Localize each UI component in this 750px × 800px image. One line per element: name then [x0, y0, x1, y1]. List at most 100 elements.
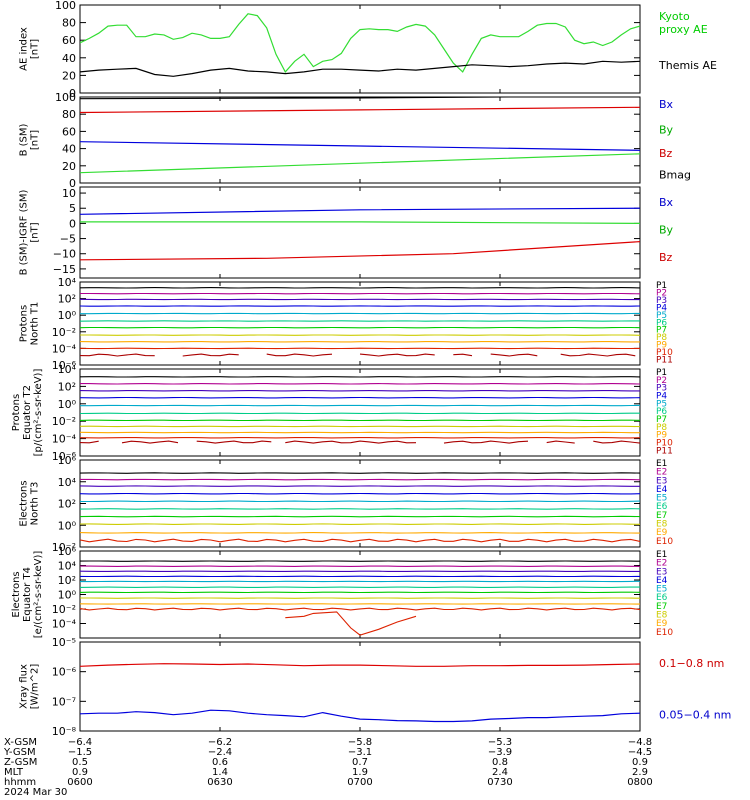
y-tick-label: 10⁻⁶ — [52, 359, 77, 372]
y-axis-label: Protons — [19, 305, 30, 342]
y-tick-label: 10⁻⁸ — [52, 725, 77, 738]
legend-e6: E6 — [656, 502, 668, 512]
ephemeris-row-label: MLT — [4, 767, 24, 778]
legend-kyoto-proxy-ae: proxy AE — [659, 23, 708, 36]
y-tick-label: 100 — [55, 0, 76, 12]
y-tick-label: 40 — [62, 143, 76, 156]
y-tick-label: 10⁰ — [58, 589, 77, 602]
y-axis-label: B (SM)-IGRF (SM) — [19, 190, 30, 276]
channel-line-p11 — [121, 440, 179, 444]
ephemeris-value: −4.8 — [628, 737, 652, 748]
legend-p5: P5 — [656, 311, 667, 321]
legend-e10: E10 — [656, 628, 673, 638]
ephemeris-value: 0600 — [67, 777, 92, 788]
y-tick-label: 10⁻⁴ — [52, 618, 77, 631]
series-line-bz — [80, 106, 640, 114]
y-tick-label: 10⁴ — [58, 276, 77, 289]
y-tick-label: 40 — [62, 52, 76, 65]
y-tick-label: 10⁰ — [58, 398, 77, 411]
channel-line-e6 — [80, 508, 640, 510]
channel-line-e9 — [80, 532, 640, 534]
panel-frame — [79, 4, 641, 94]
ephemeris-value: 0.9 — [72, 767, 88, 778]
panel-series — [80, 97, 640, 174]
series-line-0-1-0-8-nm — [80, 663, 640, 667]
ephemeris-row-label: X-GSM — [4, 737, 37, 748]
legend-bx: Bx — [659, 196, 674, 209]
panel-series — [80, 560, 640, 636]
legend-e1: E1 — [656, 459, 667, 469]
panel-series — [80, 376, 640, 444]
legend-e9: E9 — [656, 528, 668, 538]
y-tick-label: 10⁻⁶ — [52, 666, 77, 679]
legend-p7: P7 — [656, 326, 667, 336]
legend-bmag: Bmag — [659, 168, 691, 181]
y-tick-label: 10⁰ — [58, 309, 77, 322]
y-tick-label: 100 — [55, 91, 76, 104]
ephemeris-value: 0800 — [627, 777, 652, 788]
channel-line-e1 — [80, 472, 640, 474]
legend-bz: Bz — [659, 147, 673, 160]
y-tick-label: −5 — [60, 233, 76, 246]
y-tick-label: −15 — [53, 263, 76, 276]
legend-p8: P8 — [656, 423, 667, 433]
legend-p4: P4 — [656, 303, 667, 313]
panel-xray: 10⁻⁸ 10⁻⁷ 10⁻⁶ 10⁻⁵ Xray flux [W/m^2] 0.1−0.8 … — [19, 636, 732, 738]
channel-line-p11 — [453, 353, 473, 357]
series-line-bx — [80, 141, 640, 151]
y-tick-label: 10⁶ — [58, 454, 77, 467]
channel-line-p11 — [359, 353, 435, 357]
ephemeris-value: −3.9 — [488, 747, 512, 758]
channel-line-p11 — [266, 353, 333, 357]
panel-series — [80, 13, 640, 77]
ephemeris-value: −5.3 — [488, 737, 512, 748]
series-line-bz — [80, 241, 640, 261]
legend-e3: E3 — [656, 476, 667, 486]
y-tick-label: 20 — [62, 160, 76, 173]
y-tick-label: 60 — [62, 34, 76, 47]
legend-e1: E1 — [656, 550, 667, 560]
channel-line-e8 — [80, 523, 640, 525]
ephemeris-row-label: hhmm — [4, 777, 36, 788]
channel-line-low-flux — [285, 611, 417, 636]
ephemeris-value: 0.8 — [492, 757, 508, 768]
y-tick-label: 10⁰ — [58, 519, 77, 532]
ephemeris-row-label: Z-GSM — [4, 757, 37, 768]
panel-frame — [79, 186, 641, 279]
legend-by: By — [659, 223, 674, 236]
channel-line-p11 — [546, 440, 575, 444]
legend-p9: P9 — [656, 431, 667, 441]
y-axis-label: [W/m^2] — [30, 664, 41, 710]
legend-e2: E2 — [656, 559, 667, 569]
series-line-bx — [80, 207, 640, 215]
legend-p8: P8 — [656, 333, 667, 343]
y-axis-label: Equator T2 — [22, 385, 33, 440]
panel-p1: 10⁻⁶ 10⁻⁴ 10⁻² 10⁰ 10² 10⁴ Protons North T1 P1P2… — [19, 276, 674, 372]
panel-frame — [79, 368, 641, 457]
ephemeris-value: 2.9 — [632, 767, 648, 778]
y-tick-label: 10⁴ — [58, 560, 77, 573]
ephemeris-value: 0.5 — [72, 757, 88, 768]
channel-line-p11 — [593, 440, 640, 444]
y-tick-label: 10² — [58, 574, 76, 587]
legend-e7: E7 — [656, 602, 667, 612]
ephemeris-value: 1.9 — [352, 767, 368, 778]
legend-p1: P1 — [656, 368, 667, 378]
legend-p11: P11 — [656, 356, 673, 366]
y-tick-label: 10⁴ — [58, 363, 77, 376]
legend-e5: E5 — [656, 585, 667, 595]
legend-themis-ae: Themis AE — [658, 59, 717, 72]
y-tick-label: 10⁻² — [52, 415, 76, 428]
panel-series — [80, 472, 640, 543]
y-tick-label: 10⁻² — [52, 326, 76, 339]
legend-0-1-0-8-nm: 0.1−0.8 nm — [659, 657, 724, 670]
y-tick-label: 10⁴ — [58, 476, 77, 489]
y-axis-label: Protons — [11, 394, 22, 431]
legend-e3: E3 — [656, 567, 667, 577]
y-axis-label: North T1 — [30, 302, 41, 346]
y-axis-label: [nT] — [30, 130, 41, 150]
legend-e7: E7 — [656, 511, 667, 521]
legend-e4: E4 — [656, 576, 668, 586]
ephemeris-value: 0.9 — [632, 757, 648, 768]
